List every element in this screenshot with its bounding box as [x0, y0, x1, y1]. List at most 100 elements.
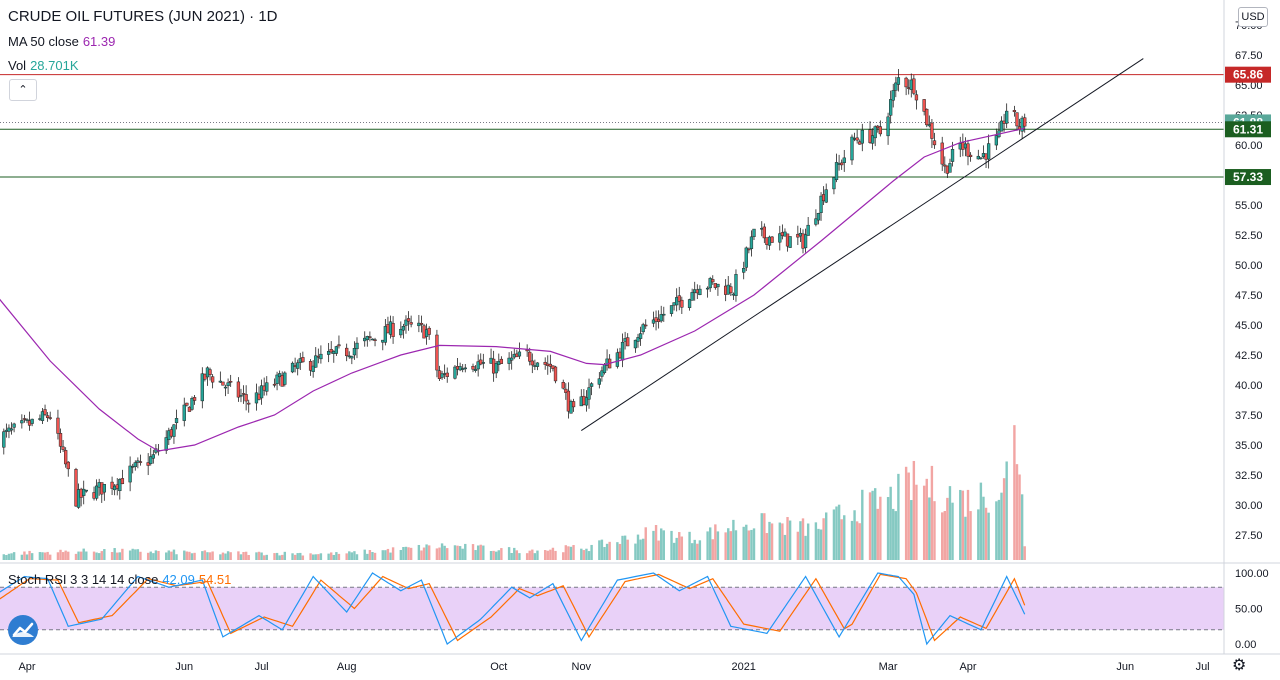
candle-body: [355, 342, 359, 350]
volume-bar: [533, 553, 537, 560]
candle-body: [705, 287, 710, 290]
volume-bar: [770, 523, 774, 560]
volume-bar: [110, 552, 114, 560]
volume-bar: [226, 551, 230, 560]
volume-bar: [652, 530, 655, 560]
time-tick-label: Jul: [255, 661, 269, 673]
volume-bar: [853, 510, 856, 560]
volume-bar: [348, 551, 351, 560]
time-tick-label: Apr: [18, 661, 35, 673]
candle-body: [922, 99, 926, 112]
price-tick-label: 50.00: [1235, 260, 1263, 272]
volume-bar: [38, 552, 42, 560]
candle-body: [896, 77, 901, 85]
volume-bar: [732, 519, 735, 560]
price-tick-label: 42.50: [1235, 350, 1263, 362]
volume-bar: [281, 554, 284, 560]
volume-bar: [698, 540, 702, 560]
volume-bar: [49, 554, 52, 560]
price-tick-label: 32.50: [1235, 470, 1263, 482]
volume-bar: [995, 501, 998, 560]
volume-bar: [453, 545, 457, 560]
candle-body: [172, 424, 176, 437]
stoch-tick-label: 0.00: [1235, 639, 1256, 651]
volume-bar: [373, 552, 377, 560]
volume-bar: [763, 513, 766, 560]
candle-body: [301, 357, 305, 363]
volume-bar: [67, 551, 70, 560]
candle-body: [283, 372, 287, 385]
tradingview-logo-icon[interactable]: [8, 615, 38, 645]
candle-body: [889, 99, 893, 116]
volume-bar: [623, 535, 627, 560]
candle-body: [940, 142, 944, 165]
candle-body: [690, 292, 694, 301]
price-tick-label: 35.00: [1235, 440, 1263, 452]
candle-body: [734, 274, 738, 296]
volume-bar: [407, 547, 410, 560]
candle-body: [891, 90, 895, 101]
gear-icon[interactable]: ⚙: [1232, 657, 1247, 674]
volume-bar: [879, 496, 882, 560]
candle-body: [742, 268, 746, 273]
volume-bar: [165, 552, 168, 560]
volume-bar: [190, 553, 194, 560]
volume-bar: [680, 536, 684, 560]
volume-bar: [435, 548, 439, 560]
candle-body: [311, 365, 315, 372]
volume-bar: [760, 513, 763, 560]
time-axis: Apr Jun Jul Aug Oct Nov 2021 Mar Apr Jun Jul: [0, 653, 1280, 673]
candle-body: [337, 344, 341, 347]
candle-body: [669, 305, 674, 314]
candle-body: [494, 362, 498, 374]
candle-body: [427, 327, 431, 335]
volume-bar: [1015, 464, 1019, 560]
candle-body: [638, 333, 643, 339]
volume-bar: [239, 554, 243, 560]
candle-body: [236, 381, 241, 398]
candle-body: [770, 236, 774, 243]
volume-bar: [265, 554, 268, 560]
candle-body: [102, 484, 106, 493]
volume-bar: [964, 516, 967, 560]
currency-button[interactable]: USD: [1238, 7, 1268, 27]
volume-bar: [835, 506, 838, 560]
candle-body: [185, 402, 189, 406]
candle-body: [146, 462, 150, 466]
candle-body: [641, 324, 645, 333]
ma50-line: [0, 127, 1025, 452]
candle-body: [850, 136, 854, 161]
volume-bar: [299, 552, 302, 560]
volume-bar: [79, 551, 83, 560]
price-tick-label: 37.50: [1235, 410, 1263, 422]
volume-bar: [278, 555, 281, 560]
candle-body: [265, 382, 269, 392]
candle-body: [471, 365, 475, 370]
candle-body: [842, 157, 846, 163]
time-tick-label: Oct: [490, 661, 507, 673]
volume-bar: [930, 465, 934, 560]
candle-body: [930, 122, 934, 139]
collapse-legend-button[interactable]: ⌃: [9, 79, 37, 101]
candle-body: [239, 395, 243, 397]
volume-bar: [489, 551, 493, 560]
candle-body: [45, 415, 50, 418]
candle-body: [473, 369, 478, 371]
volume-bar: [536, 550, 539, 560]
candle-body: [950, 149, 955, 162]
volume-bar: [443, 545, 446, 560]
candle-body: [365, 336, 369, 340]
volume-bar: [801, 518, 805, 560]
volume-bar: [409, 547, 413, 560]
volume-bar: [427, 545, 431, 560]
price-tick-label: 52.50: [1235, 230, 1263, 242]
resistance-price-label-bg: [1225, 66, 1271, 83]
candle-body: [182, 404, 186, 421]
volume-bar: [381, 550, 384, 560]
volume-bar: [608, 541, 611, 560]
candle-body: [749, 236, 754, 249]
candle-body: [636, 337, 640, 342]
volume-bar: [634, 543, 637, 560]
price-tick-label: 27.50: [1235, 530, 1263, 542]
